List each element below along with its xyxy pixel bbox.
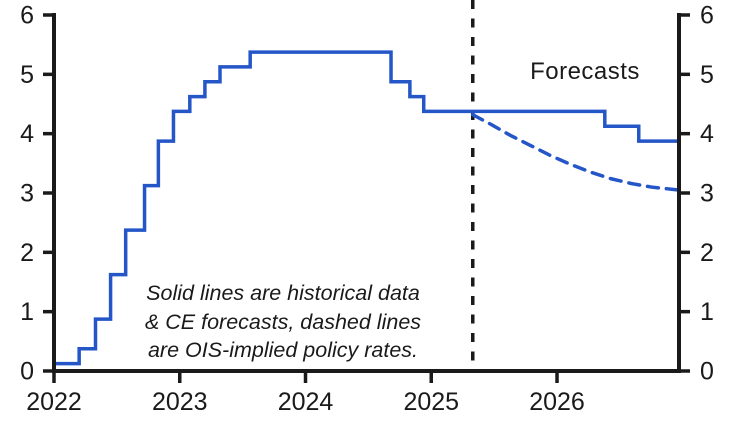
x-axis-tick-label: 2025 [403, 388, 459, 416]
chart-note-line-3: are OIS-implied policy rates. [147, 338, 419, 362]
y-axis-right-tick-label: 2 [700, 239, 714, 267]
y-axis-right-tick-label: 6 [700, 2, 714, 30]
y-axis-left-tick-label: 1 [20, 298, 34, 326]
x-axis-tick-label: 2022 [26, 388, 82, 416]
y-axis-left-tick-label: 5 [20, 61, 34, 89]
y-axis-left-tick-label: 2 [20, 239, 34, 267]
y-axis-left-tick-label: 3 [20, 180, 34, 208]
x-axis-tick-label: 2026 [529, 388, 585, 416]
y-axis-right-tick-label: 1 [700, 298, 714, 326]
y-axis-left-tick-label: 6 [20, 2, 34, 30]
chart-note: Solid lines are historical data & CE for… [118, 279, 448, 365]
y-axis-right-tick-label: 3 [700, 180, 714, 208]
series-policy-rate-line [54, 50, 679, 366]
y-axis-right-tick-label: 5 [700, 61, 714, 89]
chart-note-line-1: Solid lines are historical data [146, 281, 420, 305]
x-axis-tick-label: 2024 [278, 388, 334, 416]
y-axis-left-tick-label: 4 [20, 120, 34, 148]
forecasts-label: Forecasts [530, 58, 640, 85]
y-axis-right-tick-label: 0 [700, 358, 714, 386]
x-axis-tick-label: 2023 [152, 388, 208, 416]
y-axis-left-tick-label: 0 [20, 358, 34, 386]
series-ois-implied-line [471, 112, 681, 192]
y-axis-right-tick-label: 4 [700, 120, 714, 148]
chart-note-line-2: & CE forecasts, dashed lines [144, 309, 422, 334]
